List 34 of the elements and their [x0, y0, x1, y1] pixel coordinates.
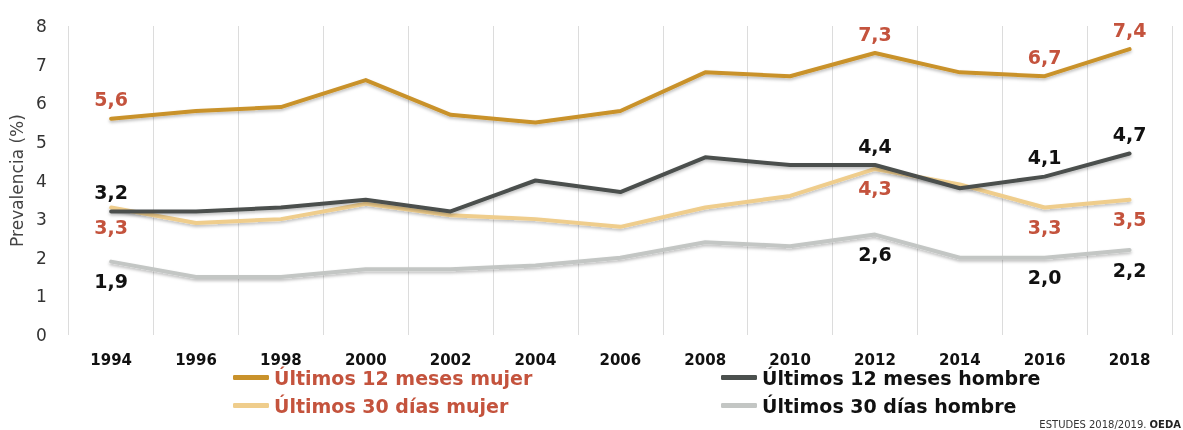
data-label: 2,0	[1027, 266, 1062, 289]
data-label: 5,6	[94, 88, 128, 111]
y-tick-label: 2	[35, 247, 47, 268]
data-label: 7,3	[858, 22, 892, 45]
x-tick-label: 1996	[175, 350, 217, 369]
data-label: 6,7	[1027, 45, 1062, 68]
x-tick-label: 1994	[90, 350, 133, 369]
legend-label: Últimos 30 días hombre	[762, 393, 1017, 417]
data-label: 4,4	[858, 134, 892, 157]
data-label: 2,2	[1112, 258, 1147, 281]
text: ESTUDES 2018/2019. OEDA	[1039, 418, 1182, 430]
data-label: 3,2	[94, 180, 128, 203]
x-tick-label: 2006	[599, 350, 642, 369]
y-tick-label: 1	[35, 286, 47, 307]
x-tick-label: 2018	[1108, 350, 1151, 369]
data-label: 4,3	[858, 177, 892, 200]
legend-label: Últimos 30 días mujer	[274, 393, 509, 417]
y-tick-label: 4	[35, 170, 47, 191]
y-tick-label: 7	[35, 54, 47, 75]
y-tick-label: 3	[35, 209, 47, 230]
y-axis-title: Prevalencia (%)	[6, 114, 27, 247]
data-label: 4,7	[1112, 122, 1147, 145]
data-label: 4,1	[1027, 146, 1062, 169]
y-tick-label: 5	[35, 131, 47, 152]
data-label: 3,3	[94, 216, 128, 239]
data-label: 1,9	[94, 270, 128, 293]
x-tick-label: 2008	[684, 350, 727, 369]
data-label: 7,4	[1112, 18, 1147, 41]
data-label: 3,5	[1112, 208, 1147, 231]
y-tick-label: 6	[35, 93, 47, 114]
data-label: 3,3	[1027, 216, 1062, 239]
y-tick-label: 8	[35, 16, 47, 36]
data-label: 2,6	[858, 243, 892, 266]
y-tick-label: 0	[35, 325, 47, 345]
